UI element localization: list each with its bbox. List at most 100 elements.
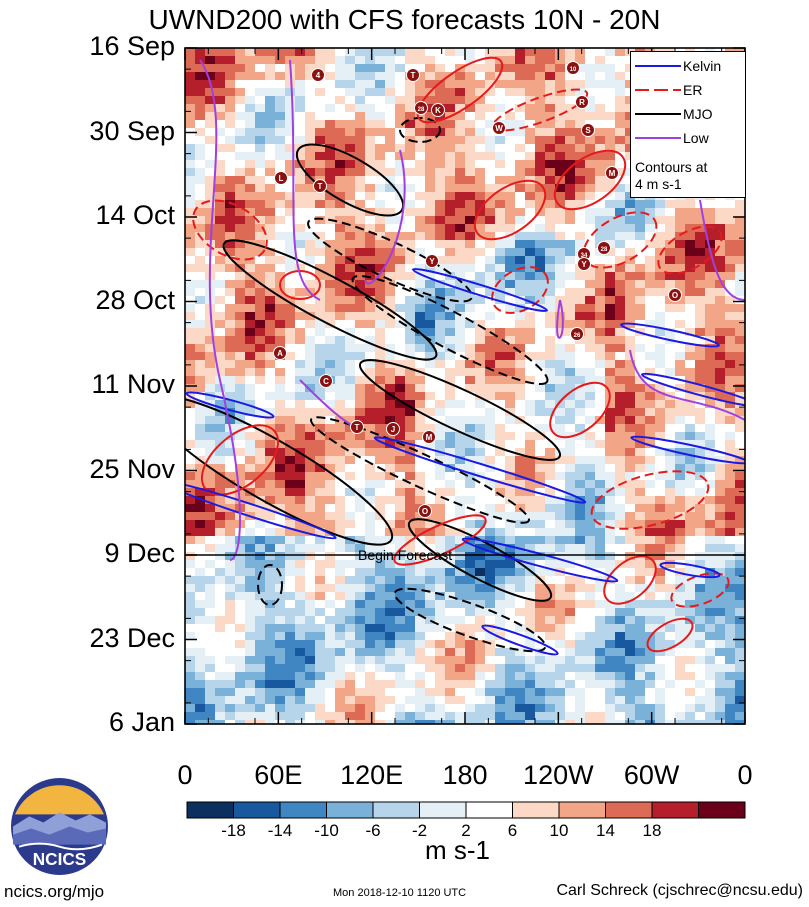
field-cell <box>275 104 286 113</box>
field-cell <box>415 464 426 473</box>
field-cell <box>735 496 745 505</box>
field-cell <box>535 600 546 609</box>
field-cell <box>685 608 696 617</box>
field-cell <box>675 488 686 497</box>
field-cell <box>495 288 506 297</box>
field-cell <box>345 240 356 249</box>
field-cell <box>245 280 256 289</box>
field-cell <box>585 168 596 177</box>
field-cell <box>495 256 506 265</box>
field-cell <box>345 144 356 153</box>
field-cell <box>735 344 745 353</box>
field-cell <box>475 96 486 105</box>
field-cell <box>205 472 216 481</box>
field-cell <box>705 496 716 505</box>
field-cell <box>525 536 536 545</box>
field-cell <box>545 240 556 249</box>
field-cell <box>245 128 256 137</box>
field-cell <box>675 384 686 393</box>
field-cell <box>325 88 336 97</box>
field-cell <box>315 616 326 625</box>
field-cell <box>595 280 606 289</box>
field-cell <box>565 520 576 529</box>
field-cell <box>655 520 666 529</box>
field-cell <box>305 168 316 177</box>
field-cell <box>215 120 226 129</box>
field-cell <box>315 688 326 697</box>
field-cell <box>335 552 346 561</box>
field-cell <box>525 376 536 385</box>
field-cell <box>495 248 506 257</box>
field-cell <box>285 608 296 617</box>
field-cell <box>325 608 336 617</box>
field-cell <box>415 704 426 713</box>
field-cell <box>585 360 596 369</box>
field-cell <box>565 312 576 321</box>
field-cell <box>725 544 736 553</box>
field-cell <box>475 224 486 233</box>
contour-kelvin <box>630 435 745 465</box>
field-cell <box>685 216 696 225</box>
field-cell <box>445 384 456 393</box>
field-cell <box>525 464 536 473</box>
field-cell <box>645 552 656 561</box>
field-cell <box>625 640 636 649</box>
field-cell <box>225 536 236 545</box>
field-cell <box>585 304 596 313</box>
field-cell <box>385 176 396 185</box>
field-cell <box>665 648 676 657</box>
field-cell <box>585 176 596 185</box>
field-cell <box>655 408 666 417</box>
field-cell <box>455 136 466 145</box>
field-cell <box>565 248 576 257</box>
field-cell <box>595 208 606 217</box>
field-cell <box>665 472 676 481</box>
field-cell <box>575 112 586 121</box>
field-cell <box>705 448 716 457</box>
field-cell <box>415 352 426 361</box>
field-cell <box>275 256 286 265</box>
field-cell <box>255 672 266 681</box>
field-cell <box>325 408 336 417</box>
field-cell <box>715 568 726 577</box>
field-cell <box>245 656 256 665</box>
field-cell <box>355 344 366 353</box>
field-cell <box>675 608 686 617</box>
field-cell <box>545 608 556 617</box>
field-cell <box>475 560 486 569</box>
field-cell <box>555 240 566 249</box>
field-cell <box>555 288 566 297</box>
field-cell <box>445 456 456 465</box>
field-cell <box>335 392 346 401</box>
field-cell <box>255 616 266 625</box>
field-cell <box>305 184 316 193</box>
field-cell <box>315 328 326 337</box>
field-cell <box>595 536 606 545</box>
field-cell <box>445 104 456 113</box>
field-cell <box>615 64 626 73</box>
field-cell <box>275 136 286 145</box>
field-cell <box>485 376 496 385</box>
field-cell <box>665 408 676 417</box>
field-cell <box>325 56 336 65</box>
field-cell <box>655 600 666 609</box>
field-cell <box>625 336 636 345</box>
field-cell <box>695 424 706 433</box>
field-cell <box>595 664 606 673</box>
field-cell <box>575 48 586 57</box>
field-cell <box>425 64 436 73</box>
field-cell <box>525 360 536 369</box>
field-cell <box>255 48 266 57</box>
field-cell <box>335 88 346 97</box>
field-cell <box>345 88 356 97</box>
field-cell <box>485 720 496 724</box>
field-cell <box>285 664 296 673</box>
field-cell <box>635 416 646 425</box>
field-cell <box>395 360 406 369</box>
field-cell <box>445 304 456 313</box>
field-cell <box>185 120 196 129</box>
field-cell <box>185 624 196 633</box>
field-cell <box>275 320 286 329</box>
field-cell <box>695 536 706 545</box>
field-cell <box>185 400 196 409</box>
